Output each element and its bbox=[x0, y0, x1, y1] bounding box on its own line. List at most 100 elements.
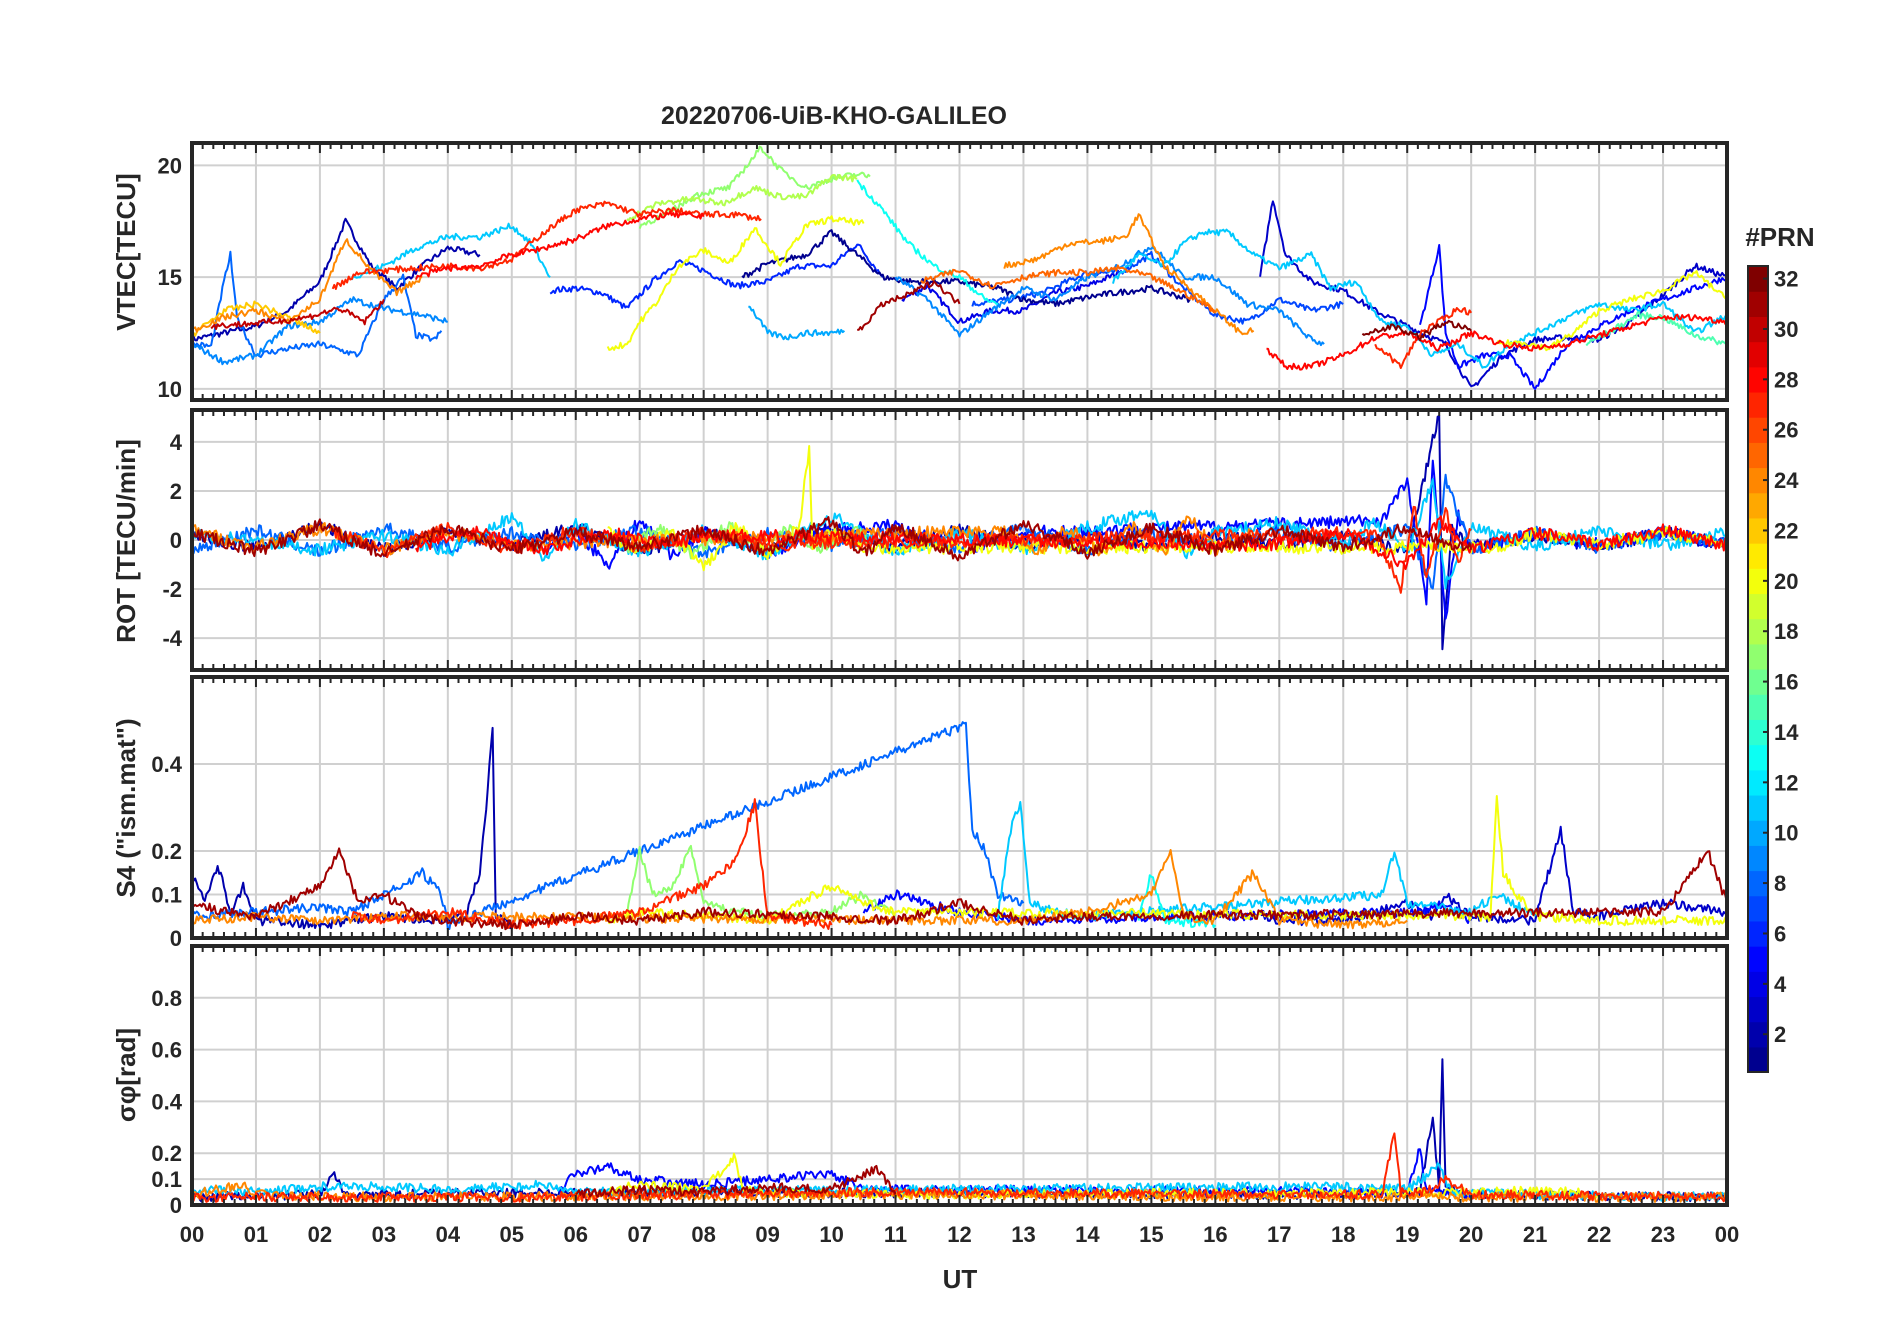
y-tick-label: 0 bbox=[170, 926, 182, 951]
x-tick-label: 01 bbox=[244, 1222, 268, 1247]
colorbar-segment bbox=[1748, 820, 1768, 846]
colorbar-segment bbox=[1748, 669, 1768, 695]
colorbar-segment bbox=[1748, 316, 1768, 343]
colorbar-tick-label: 20 bbox=[1774, 569, 1798, 594]
series-line-prn-28 bbox=[414, 210, 705, 280]
series-line-prn-30 bbox=[210, 299, 385, 330]
colorbar-segment bbox=[1748, 543, 1768, 569]
colorbar-segment bbox=[1748, 946, 1768, 972]
colorbar-tick-label: 12 bbox=[1774, 770, 1798, 795]
x-tick-label: 09 bbox=[755, 1222, 779, 1247]
colorbar-segment bbox=[1748, 391, 1768, 418]
colorbar-segment bbox=[1748, 341, 1768, 368]
series-line-prn-5 bbox=[1419, 244, 1727, 390]
y-tick-label: 4 bbox=[170, 430, 183, 455]
colorbar-label: #PRN bbox=[1745, 222, 1814, 252]
x-tick-label: 00 bbox=[180, 1222, 204, 1247]
series-line-prn-13 bbox=[1137, 874, 1217, 929]
colorbar-segment bbox=[1748, 845, 1768, 872]
y-tick-label: 0.1 bbox=[151, 883, 182, 908]
colorbar-tick-label: 24 bbox=[1774, 468, 1799, 493]
x-tick-label: 11 bbox=[884, 1222, 907, 1247]
chart-title: 20220706-UiB-KHO-GALILEO bbox=[661, 102, 1007, 130]
x-tick-label: 13 bbox=[1011, 1222, 1035, 1247]
colorbar-segment bbox=[1748, 769, 1768, 796]
vtec-panel: VTEC[TECU] 10 15 20 bbox=[111, 141, 1729, 402]
colorbar-tick-label: 16 bbox=[1774, 670, 1798, 695]
colorbar-tick-label: 10 bbox=[1774, 821, 1798, 846]
colorbar-segment bbox=[1748, 895, 1768, 922]
colorbar-tick-label: 6 bbox=[1774, 921, 1786, 946]
colorbar-segment bbox=[1748, 643, 1768, 670]
sigphi-ylabel: σφ[rad] bbox=[111, 1028, 141, 1122]
colorbar-segment bbox=[1748, 568, 1768, 595]
rot-panel: ROT [TECU/min] -4 -2 0 2 4 bbox=[111, 408, 1729, 672]
x-axis-ticks: 00 01 02 03 04 05 06 07 08 09 10 11 12 13 14 15 16 17 18 19… bbox=[180, 1222, 1739, 1247]
series-line-prn-25 bbox=[920, 264, 1217, 314]
y-tick-label: 2 bbox=[170, 479, 182, 504]
colorbar-segment bbox=[1748, 593, 1768, 620]
y-tick-label: 20 bbox=[158, 153, 182, 178]
x-tick-label: 17 bbox=[1267, 1222, 1291, 1247]
x-tick-label: 07 bbox=[627, 1222, 651, 1247]
s4-panel: S4 ("ism.mat") 0 0.1 0.2 0.4 bbox=[111, 675, 1729, 951]
x-tick-label: 21 bbox=[1523, 1222, 1547, 1247]
colorbar-segment bbox=[1748, 920, 1768, 947]
series-line-prn-27 bbox=[1374, 307, 1473, 369]
y-tick-label: 0.2 bbox=[151, 839, 182, 864]
series-line-prn-20 bbox=[606, 215, 865, 351]
series-line-prn-24 bbox=[192, 238, 423, 333]
colorbar-tick-label: 18 bbox=[1774, 619, 1798, 644]
colorbar-segment bbox=[1748, 467, 1768, 494]
colorbar-segment bbox=[1748, 694, 1768, 720]
x-tick-label: 06 bbox=[564, 1222, 588, 1247]
series-line-prn-10 bbox=[747, 305, 846, 341]
colorbar-tick-label: 2 bbox=[1774, 1022, 1786, 1047]
x-tick-label: 08 bbox=[691, 1222, 715, 1247]
series-line-prn-2 bbox=[192, 217, 481, 343]
y-tick-label: 15 bbox=[158, 265, 182, 290]
x-tick-label: 00 bbox=[1715, 1222, 1739, 1247]
series-line-prn-9 bbox=[192, 296, 448, 366]
series-line-prn-8 bbox=[192, 250, 443, 359]
x-tick-label: 23 bbox=[1651, 1222, 1675, 1247]
panel-frame bbox=[190, 944, 1729, 1207]
panel-frame bbox=[190, 408, 1729, 672]
series-line-prn-8 bbox=[192, 721, 1025, 930]
series-line-prn-31 bbox=[857, 280, 961, 331]
x-tick-label: 10 bbox=[819, 1222, 843, 1247]
colorbar-segment bbox=[1748, 794, 1768, 821]
series-line-prn-31 bbox=[575, 1164, 897, 1199]
sigphi-panel: σφ[rad] 00.10.2 0.4 0.6 0.8 bbox=[111, 944, 1729, 1218]
colorbar-frame bbox=[1747, 265, 1769, 1073]
x-tick-label: 04 bbox=[436, 1222, 461, 1247]
series-line-prn-28 bbox=[415, 515, 1727, 571]
x-tick-label: 05 bbox=[500, 1222, 524, 1247]
series-line-prn-27 bbox=[331, 200, 762, 290]
series-line-prn-31 bbox=[192, 516, 1473, 562]
colorbar-segment bbox=[1748, 366, 1768, 393]
x-tick-label: 03 bbox=[372, 1222, 396, 1247]
y-tick-label: 0.1 bbox=[151, 1167, 182, 1192]
colorbar-tick-label: 30 bbox=[1774, 317, 1798, 342]
colorbar-tick-label: 26 bbox=[1774, 418, 1798, 443]
series-line-prn-11 bbox=[350, 222, 551, 281]
series-line-prn-13 bbox=[856, 179, 998, 305]
series-line-prn-22 bbox=[192, 300, 321, 339]
colorbar-segment bbox=[1748, 442, 1768, 469]
x-tick-label: 16 bbox=[1203, 1222, 1227, 1247]
colorbar-tick-label: 22 bbox=[1774, 518, 1798, 543]
colorbar-segment bbox=[1748, 266, 1768, 292]
y-tick-label: 0.4 bbox=[151, 752, 182, 777]
series-line-prn-32 bbox=[1361, 319, 1472, 342]
colorbar-tick-label: 28 bbox=[1774, 367, 1798, 392]
series-line-prn-7 bbox=[971, 250, 1344, 325]
colorbar-segment bbox=[1748, 870, 1768, 897]
colorbar-segment bbox=[1748, 744, 1768, 771]
x-tick-label: 12 bbox=[947, 1222, 971, 1247]
series-line-prn-18 bbox=[626, 173, 858, 222]
series-line-prn-27 bbox=[350, 798, 833, 930]
colorbar-tick-label: 14 bbox=[1774, 720, 1799, 745]
series-line-prn-6 bbox=[549, 243, 884, 309]
